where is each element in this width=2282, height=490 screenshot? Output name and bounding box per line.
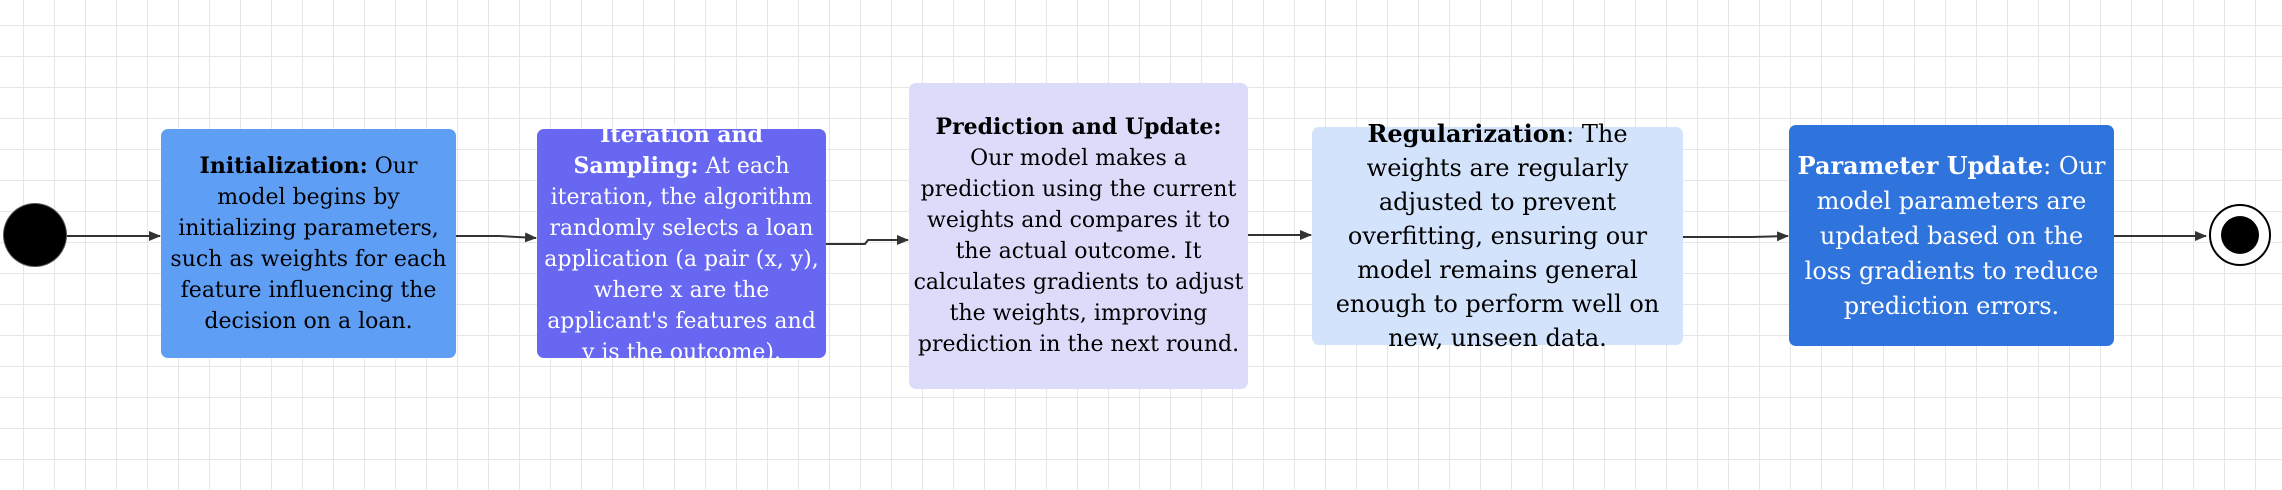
node-regularization-label: Regularization: The weights are regularl… [1324,117,1671,355]
node-iteration-and-sampling: Iteration and Sampling: At each iteratio… [537,122,826,365]
node-initialization: Initialization: Our model begins by init… [161,129,456,358]
node-regularization-title: Regularization [1367,119,1567,148]
edge-initialization-to-iteration [456,232,537,243]
node-initialization-label: Initialization: Our model begins by init… [165,151,452,337]
node-prediction-and-update-text: Our model makes a prediction using the c… [913,146,1244,357]
node-regularization: Regularization: The weights are regularl… [1312,119,1683,352]
node-prediction-and-update-title: Prediction and Update: [935,114,1222,140]
node-regularization-text: : The weights are regularly adjusted to … [1335,120,1660,352]
end-node [2209,204,2271,266]
node-iteration-and-sampling-text: At each iteration, the algorithm randoml… [544,153,819,365]
node-prediction-and-update-label: Prediction and Update: Our model makes a… [913,112,1244,360]
start-node [4,204,66,266]
node-initialization-text: Our model begins by initializing paramet… [170,153,447,334]
node-initialization-title: Initialization: [199,152,368,179]
edge-regularization-to-parameter-update [1683,231,1789,242]
node-iteration-and-sampling-title: Iteration and Sampling: [573,121,763,179]
edge-iteration-to-prediction [826,235,909,245]
node-prediction-and-update: Prediction and Update: Our model makes a… [909,83,1248,389]
node-iteration-and-sampling-label: Iteration and Sampling: At each iteratio… [541,120,822,368]
node-parameter-update: Parameter Update: Our model parameters a… [1789,125,2114,346]
end-node-inner [2221,216,2259,254]
node-parameter-update-text: : Our model parameters are updated based… [1804,151,2106,320]
node-parameter-update-label: Parameter Update: Our model parameters a… [1793,148,2110,324]
node-parameter-update-title: Parameter Update [1797,150,2044,180]
